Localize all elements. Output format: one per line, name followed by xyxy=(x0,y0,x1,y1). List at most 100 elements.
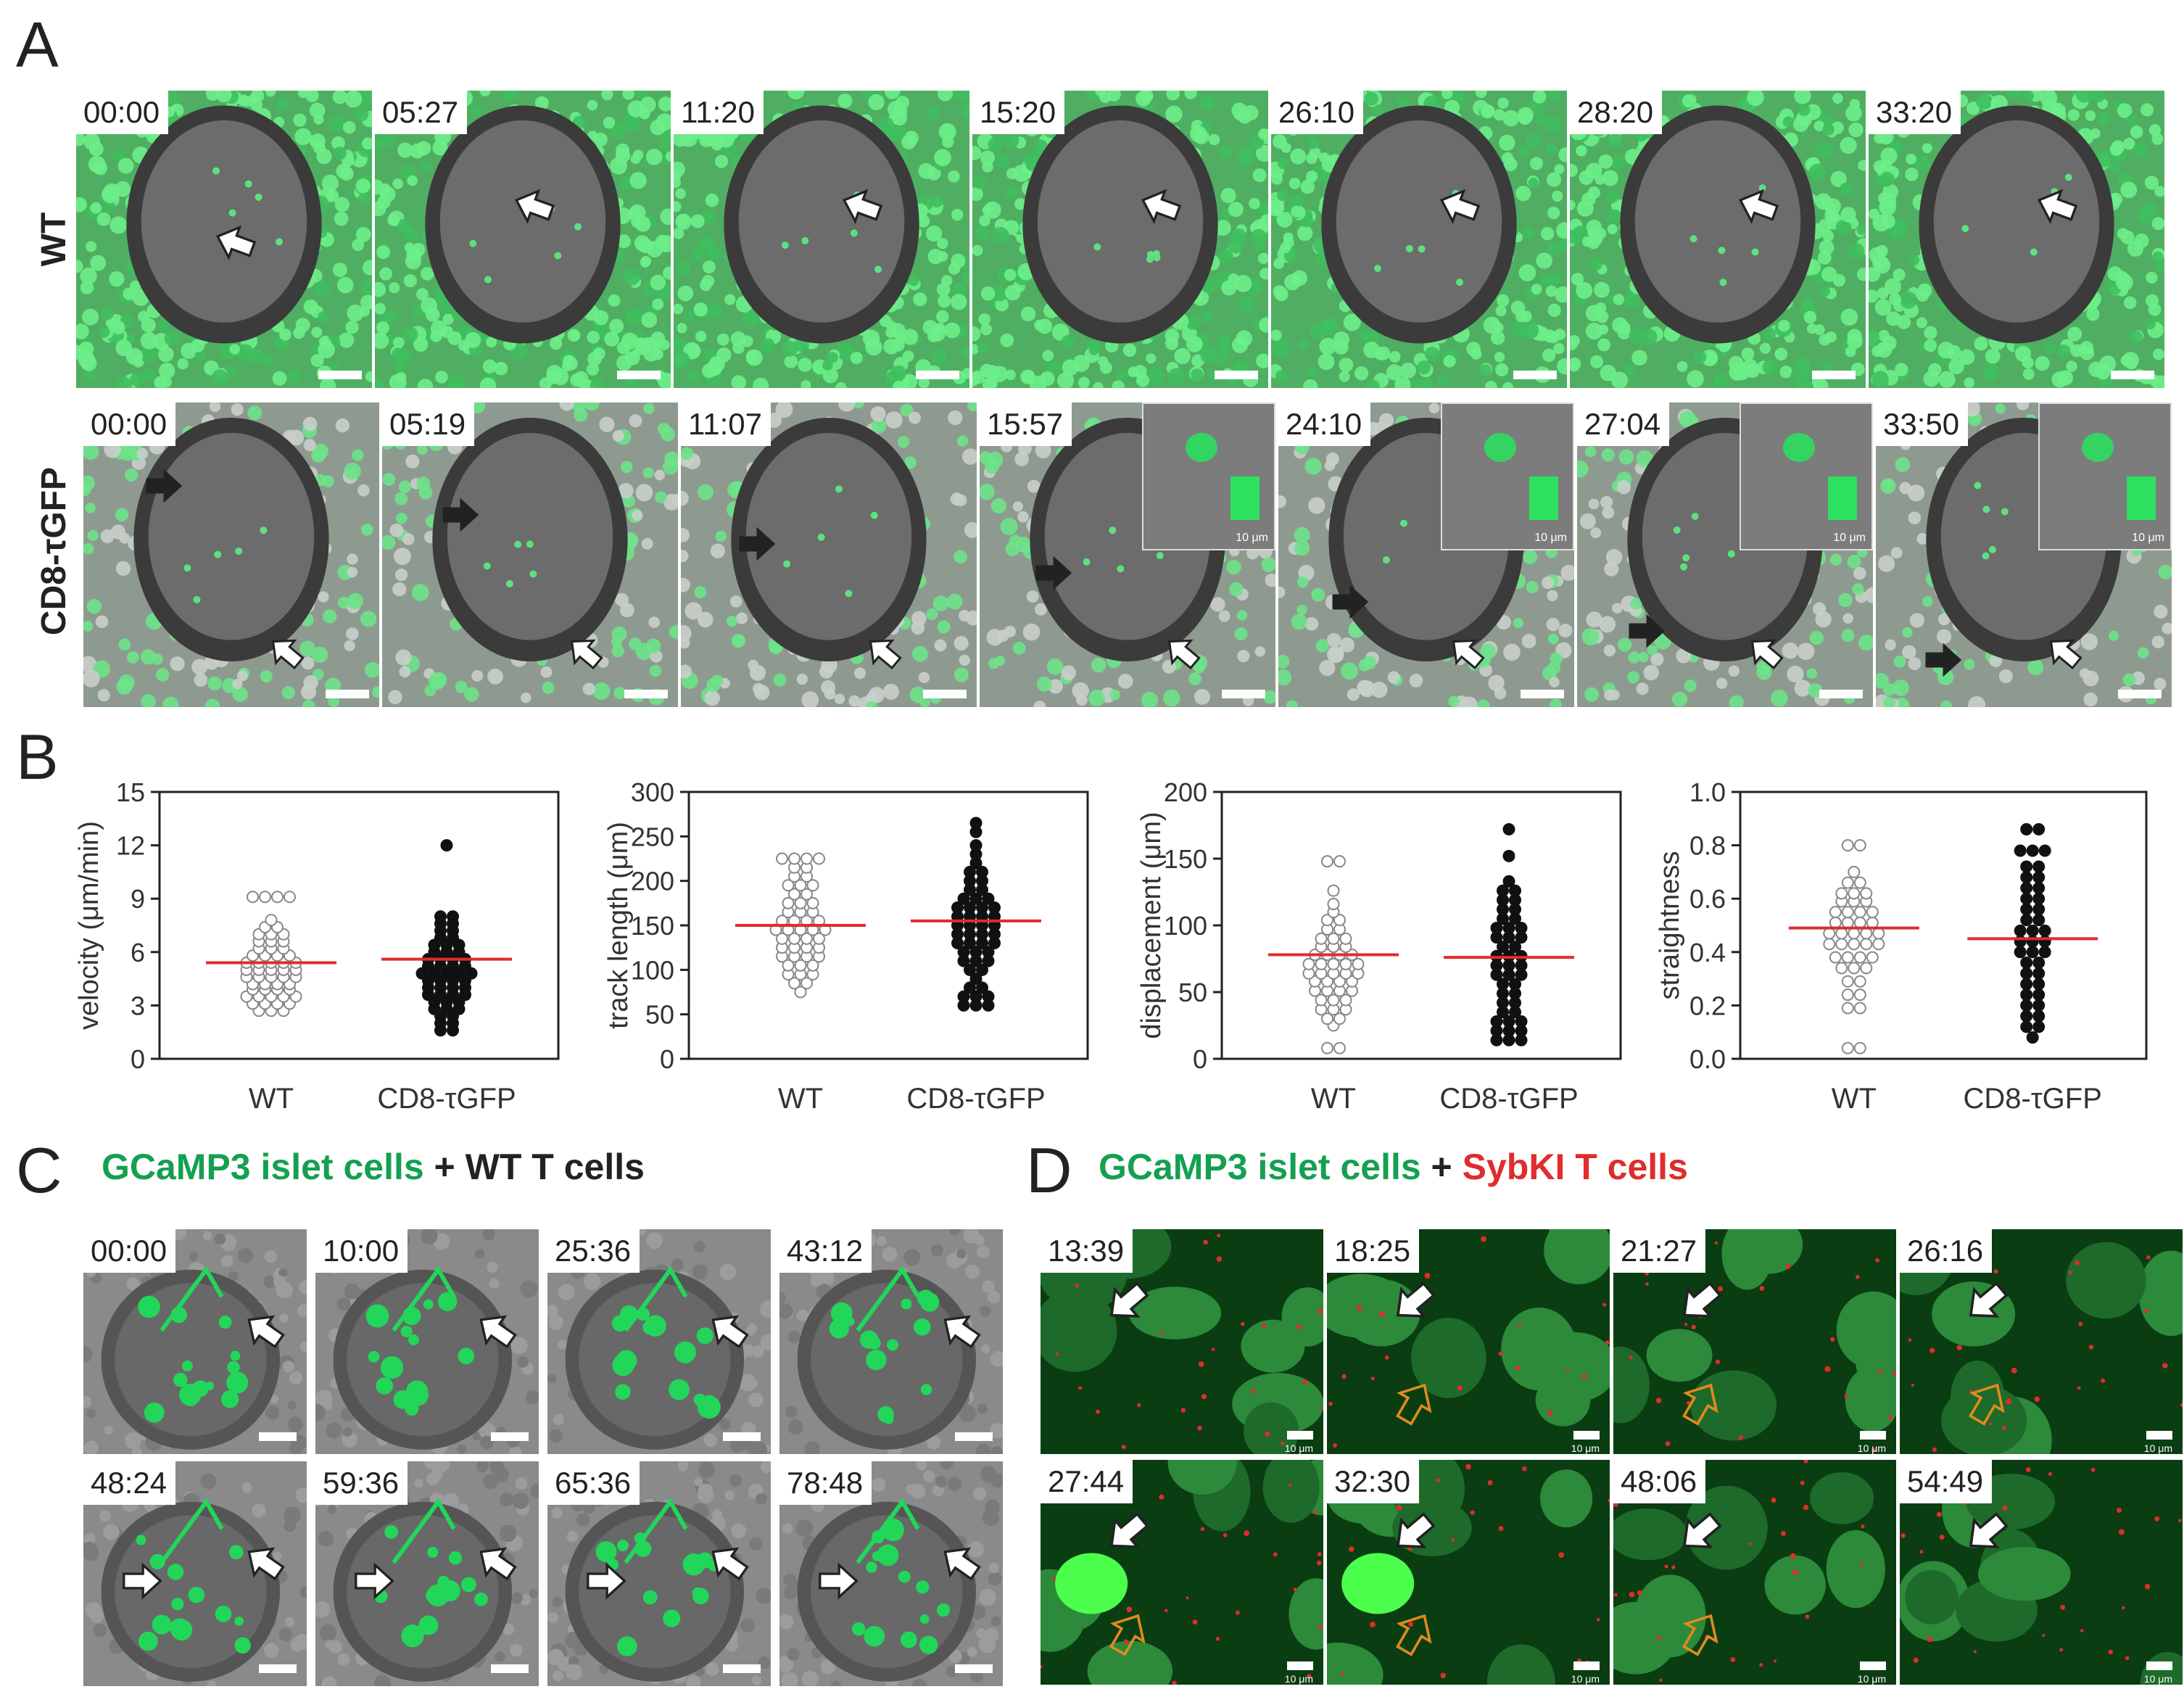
data-point xyxy=(2032,978,2046,991)
timestamp: 26:10 xyxy=(1271,91,1364,134)
black-arrow-icon xyxy=(739,527,776,561)
data-point xyxy=(2032,999,2046,1012)
cd8-frame-0: 00:00 xyxy=(83,402,379,707)
scale-bar xyxy=(916,371,959,379)
orange-arrow-icon xyxy=(1682,1383,1718,1426)
hollow-arrow-icon xyxy=(271,639,305,670)
data-point xyxy=(1327,884,1340,897)
data-point xyxy=(2020,871,2033,884)
data-point xyxy=(1352,957,1365,970)
data-point xyxy=(1327,932,1340,945)
data-point xyxy=(1321,1041,1333,1054)
y-tick-label: 100 xyxy=(1164,911,1207,941)
data-point xyxy=(2014,844,2027,857)
panel-label-c: C xyxy=(16,1134,62,1206)
data-point xyxy=(1333,1012,1346,1025)
data-point xyxy=(1315,932,1328,945)
data-point xyxy=(1848,865,1861,878)
d-frame-4: 10 μm 27:44 xyxy=(1041,1460,1323,1685)
d-frame-6: 10 μm 48:06 xyxy=(1613,1460,1896,1685)
y-tick-label: 250 xyxy=(631,822,674,851)
y-tick-label: 100 xyxy=(631,955,674,985)
timestamp: 32:30 xyxy=(1327,1460,1420,1503)
hollow-arrow-icon xyxy=(1167,639,1201,670)
straightness-chart: 0.0 0.2 0.4 0.6 0.8 1.0 straightness WT CD8-τGFP xyxy=(1655,777,2148,1115)
scale-bar xyxy=(1860,1431,1886,1440)
scale-bar-label: 10 μm xyxy=(2143,1442,2172,1454)
c-frame-3: 43:12 xyxy=(779,1229,1003,1454)
panel-c-caption-green: GCaMP3 islet cells xyxy=(102,1147,424,1187)
y-axis-label: displacement (μm) xyxy=(1136,812,1167,1039)
data-point xyxy=(1339,932,1352,945)
white-arrow-icon xyxy=(215,225,257,260)
panel-label-d: D xyxy=(1026,1134,1072,1206)
inset-scale-label: 10 μm xyxy=(1534,532,1567,544)
data-point xyxy=(447,910,459,923)
data-point xyxy=(969,839,983,852)
wt-frame-0: 00:00 xyxy=(76,91,372,388)
timestamp: 15:57 xyxy=(980,402,1072,446)
data-point xyxy=(969,946,983,959)
panel-label-a: A xyxy=(16,9,59,80)
data-point xyxy=(2020,892,2033,905)
data-point xyxy=(2020,914,2033,927)
data-point xyxy=(1309,975,1321,988)
scale-bar-label: 10 μm xyxy=(1857,1673,1886,1685)
data-point xyxy=(2020,978,2033,991)
data-point xyxy=(1515,1015,1528,1028)
timestamp: 05:19 xyxy=(382,402,475,446)
data-point xyxy=(2020,860,2033,873)
data-point xyxy=(1321,855,1333,868)
timestamp: 15:20 xyxy=(972,91,1065,134)
scale-bar xyxy=(1521,690,1564,698)
wt-frame-6: 33:20 xyxy=(1869,91,2164,388)
c-frame-2: 25:36 xyxy=(547,1229,771,1454)
panel-c-caption: GCaMP3 islet cells + WT T cells xyxy=(102,1146,645,1188)
scale-bar xyxy=(1573,1661,1600,1670)
wt-frame-3: 15:20 xyxy=(972,91,1268,388)
panel-label-b: B xyxy=(16,721,59,793)
timestamp: 25:36 xyxy=(547,1229,640,1273)
data-point xyxy=(969,973,983,986)
timestamp: 33:20 xyxy=(1869,91,1961,134)
cd8-frame-3: 10 μm 15:57 xyxy=(980,402,1275,707)
data-point xyxy=(776,932,788,945)
x-tick-label: CD8-τGFP xyxy=(1439,1083,1578,1115)
c-frame-0: 00:00 xyxy=(83,1229,307,1454)
data-point xyxy=(813,852,825,865)
data-point xyxy=(1848,927,1861,940)
black-arrow-icon xyxy=(1925,643,1962,677)
orange-arrow-icon xyxy=(1968,1383,2005,1426)
data-point xyxy=(1490,922,1503,935)
data-point xyxy=(2026,924,2039,937)
y-tick-label: 150 xyxy=(1164,844,1207,874)
data-point xyxy=(2020,881,2033,894)
timestamp: 10:00 xyxy=(315,1229,408,1273)
x-tick-label: WT xyxy=(1311,1083,1356,1115)
data-point xyxy=(1327,957,1340,970)
zoom-inset: 10 μm xyxy=(1441,402,1574,550)
data-point xyxy=(1315,957,1328,970)
y-tick-label: 0.0 xyxy=(1689,1044,1726,1074)
orange-arrow-icon xyxy=(1109,1614,1146,1656)
data-point xyxy=(1333,1041,1346,1054)
data-point xyxy=(794,879,807,892)
hollow-arrow-icon xyxy=(869,639,902,670)
data-point xyxy=(1321,914,1333,927)
data-point xyxy=(2032,860,2046,873)
data-point xyxy=(2038,844,2051,857)
data-point xyxy=(988,901,1001,914)
scale-bar xyxy=(1287,1661,1313,1670)
data-point xyxy=(2020,1009,2033,1023)
data-point xyxy=(1835,887,1848,900)
data-point xyxy=(1829,951,1842,964)
d-frame-0: 10 μm 13:39 xyxy=(1041,1229,1323,1454)
y-tick-label: 0 xyxy=(1193,1044,1207,1074)
scale-bar xyxy=(491,1664,529,1673)
cd8-frame-5: 10 μm 27:04 xyxy=(1577,402,1873,707)
data-point xyxy=(801,932,813,945)
data-point xyxy=(1841,988,1854,1002)
data-point xyxy=(1841,975,1854,988)
wt-frame-2: 11:20 xyxy=(674,91,969,388)
data-point xyxy=(2014,924,2027,937)
